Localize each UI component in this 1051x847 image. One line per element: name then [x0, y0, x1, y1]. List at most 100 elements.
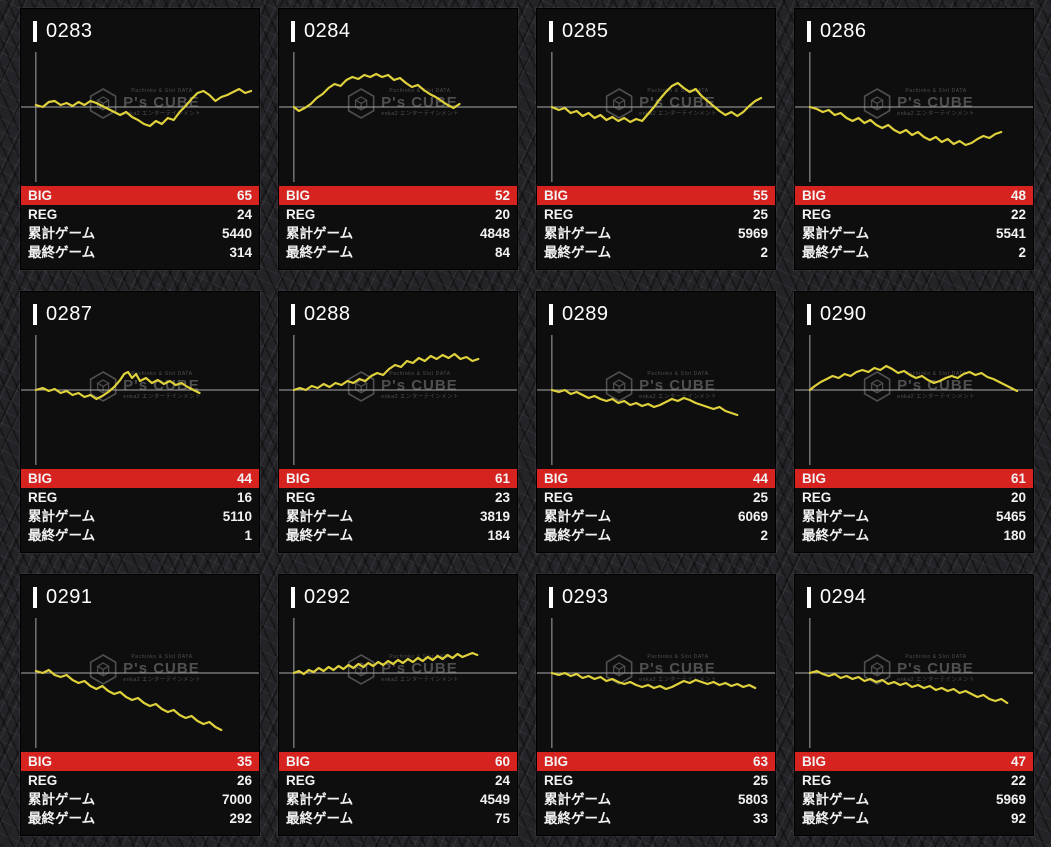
- last-game-label: 最終ゲーム: [544, 811, 612, 826]
- payout-line: [34, 668, 223, 732]
- big-value: 65: [236, 188, 252, 203]
- big-label: BIG: [802, 188, 827, 203]
- reg-row: REG 22: [795, 205, 1033, 224]
- last-game-row: 最終ゲーム 92: [795, 809, 1033, 828]
- machine-title: 0292: [279, 575, 517, 615]
- stats-table: BIG 60 REG 24 累計ゲーム 4549 最終ゲーム 75: [279, 752, 517, 828]
- reg-value: 20: [1010, 490, 1026, 505]
- total-games-value: 5465: [995, 509, 1026, 524]
- last-game-value: 84: [494, 245, 510, 260]
- title-tick-mark: [291, 586, 295, 608]
- big-label: BIG: [28, 188, 53, 203]
- total-games-row: 累計ゲーム 5803: [537, 790, 775, 809]
- big-label: BIG: [544, 754, 569, 769]
- total-games-label: 累計ゲーム: [286, 226, 354, 241]
- machine-card[interactable]: 0288 Pachinko & Slot DATA P's CUBE enka2…: [278, 291, 518, 553]
- slump-graph: Pachinko & Slot DATA P's CUBE enka2 エンター…: [795, 49, 1033, 185]
- last-game-row: 最終ゲーム 314: [21, 243, 259, 262]
- title-tick-mark: [291, 303, 295, 325]
- big-label: BIG: [544, 188, 569, 203]
- total-games-row: 累計ゲーム 5969: [537, 224, 775, 243]
- last-game-label: 最終ゲーム: [28, 245, 96, 260]
- reg-label: REG: [286, 490, 316, 505]
- slump-graph: Pachinko & Slot DATA P's CUBE enka2 エンター…: [279, 332, 517, 468]
- total-games-label: 累計ゲーム: [286, 509, 354, 524]
- big-value: 61: [494, 471, 510, 486]
- big-value: 48: [1010, 188, 1026, 203]
- machine-number: 0285: [562, 19, 609, 42]
- slump-graph-svg: [21, 52, 259, 182]
- machine-number: 0288: [304, 302, 351, 325]
- machine-card[interactable]: 0284 Pachinko & Slot DATA P's CUBE enka2…: [278, 8, 518, 270]
- machine-card[interactable]: 0294 Pachinko & Slot DATA P's CUBE enka2…: [794, 574, 1034, 836]
- total-games-value: 4549: [479, 792, 510, 807]
- machine-card[interactable]: 0291 Pachinko & Slot DATA P's CUBE enka2…: [20, 574, 260, 836]
- reg-value: 25: [752, 490, 768, 505]
- big-value: 61: [1010, 471, 1026, 486]
- last-game-row: 最終ゲーム 75: [279, 809, 517, 828]
- last-game-row: 最終ゲーム 2: [537, 526, 775, 545]
- payout-line: [808, 105, 1003, 147]
- last-game-value: 2: [760, 245, 768, 260]
- machine-number: 0287: [46, 302, 93, 325]
- big-label: BIG: [286, 471, 311, 486]
- big-row: BIG 44: [537, 469, 775, 488]
- machine-card[interactable]: 0289 Pachinko & Slot DATA P's CUBE enka2…: [536, 291, 776, 553]
- total-games-value: 5969: [737, 226, 768, 241]
- stats-table: BIG 55 REG 25 累計ゲーム 5969 最終ゲーム 2: [537, 186, 775, 262]
- machine-title: 0293: [537, 575, 775, 615]
- total-games-row: 累計ゲーム 7000: [21, 790, 259, 809]
- payout-line: [550, 81, 763, 124]
- machine-card[interactable]: 0286 Pachinko & Slot DATA P's CUBE enka2…: [794, 8, 1034, 270]
- machine-card[interactable]: 0292 Pachinko & Slot DATA P's CUBE enka2…: [278, 574, 518, 836]
- stats-table: BIG 63 REG 25 累計ゲーム 5803 最終ゲーム 33: [537, 752, 775, 828]
- reg-value: 25: [752, 207, 768, 222]
- slump-graph: Pachinko & Slot DATA P's CUBE enka2 エンター…: [537, 615, 775, 751]
- reg-row: REG 20: [279, 205, 517, 224]
- big-label: BIG: [286, 188, 311, 203]
- payout-line: [550, 388, 739, 417]
- big-row: BIG 61: [279, 469, 517, 488]
- total-games-value: 5803: [737, 792, 768, 807]
- machine-title: 0290: [795, 292, 1033, 332]
- machine-number: 0293: [562, 585, 609, 608]
- total-games-row: 累計ゲーム 5541: [795, 224, 1033, 243]
- stats-table: BIG 44 REG 25 累計ゲーム 6069 最終ゲーム 2: [537, 469, 775, 545]
- last-game-row: 最終ゲーム 84: [279, 243, 517, 262]
- machine-number: 0289: [562, 302, 609, 325]
- machine-number: 0283: [46, 19, 93, 42]
- slump-graph-svg: [795, 52, 1033, 182]
- big-row: BIG 47: [795, 752, 1033, 771]
- last-game-row: 最終ゲーム 33: [537, 809, 775, 828]
- last-game-label: 最終ゲーム: [802, 245, 870, 260]
- payout-line: [808, 364, 1019, 393]
- machine-title: 0283: [21, 9, 259, 49]
- title-tick-mark: [549, 303, 553, 325]
- machine-card[interactable]: 0290 Pachinko & Slot DATA P's CUBE enka2…: [794, 291, 1034, 553]
- big-row: BIG 55: [537, 186, 775, 205]
- slump-graph-svg: [21, 335, 259, 465]
- stats-table: BIG 52 REG 20 累計ゲーム 4848 最終ゲーム 84: [279, 186, 517, 262]
- machine-title: 0294: [795, 575, 1033, 615]
- reg-row: REG 25: [537, 488, 775, 507]
- payout-line: [292, 651, 479, 676]
- big-row: BIG 60: [279, 752, 517, 771]
- machine-card[interactable]: 0283 Pachinko & Slot DATA P's CUBE enka2…: [20, 8, 260, 270]
- reg-row: REG 23: [279, 488, 517, 507]
- last-game-row: 最終ゲーム 184: [279, 526, 517, 545]
- machine-card[interactable]: 0285 Pachinko & Slot DATA P's CUBE enka2…: [536, 8, 776, 270]
- total-games-label: 累計ゲーム: [802, 509, 870, 524]
- machine-title: 0289: [537, 292, 775, 332]
- machine-card[interactable]: 0293 Pachinko & Slot DATA P's CUBE enka2…: [536, 574, 776, 836]
- slump-graph-svg: [537, 52, 775, 182]
- machine-card[interactable]: 0287 Pachinko & Slot DATA P's CUBE enka2…: [20, 291, 260, 553]
- total-games-label: 累計ゲーム: [28, 226, 96, 241]
- big-value: 63: [752, 754, 768, 769]
- total-games-label: 累計ゲーム: [286, 792, 354, 807]
- stats-table: BIG 65 REG 24 累計ゲーム 5440 最終ゲーム 314: [21, 186, 259, 262]
- big-row: BIG 35: [21, 752, 259, 771]
- total-games-value: 7000: [221, 792, 252, 807]
- reg-value: 24: [494, 773, 510, 788]
- last-game-value: 292: [229, 811, 252, 826]
